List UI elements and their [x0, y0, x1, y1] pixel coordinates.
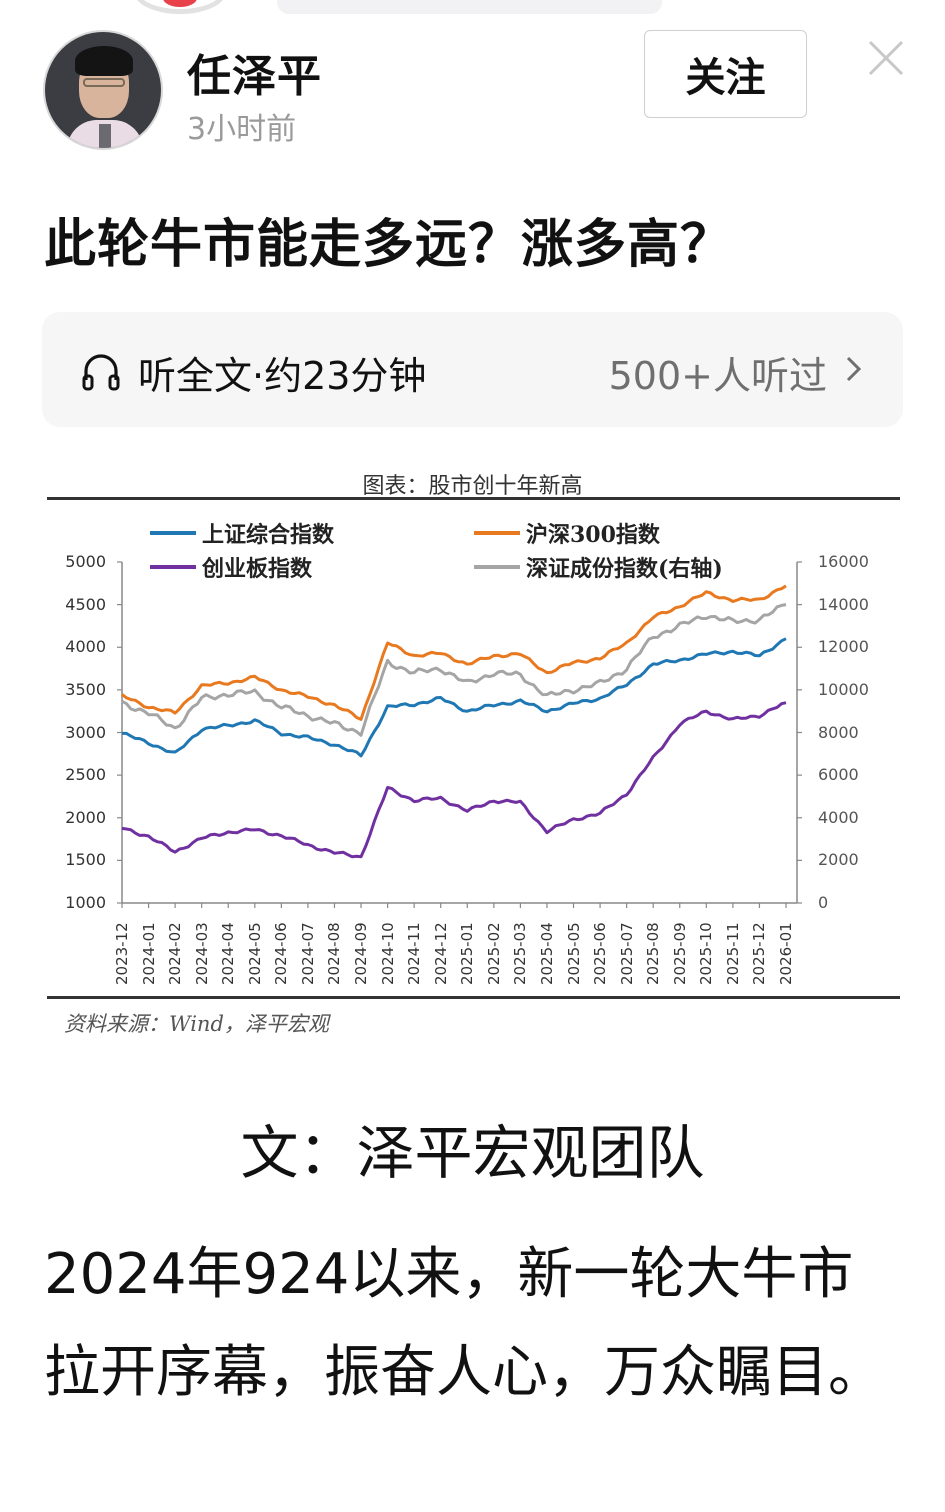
avatar-glasses: [83, 78, 125, 87]
article-byline: 文：泽平宏观团队: [240, 1119, 705, 1187]
listen-full-text-bar[interactable]: 听全文·约23分钟 500+人听过: [42, 312, 903, 427]
series-line: [122, 637, 787, 758]
y-right-tick-label: 16000: [818, 552, 869, 571]
chart-axes: [117, 561, 802, 908]
line-chart-plot: [117, 561, 802, 908]
chart-lines: [121, 584, 787, 859]
y-right-tick-label: 0: [818, 893, 829, 912]
legend-label: 沪深300指数: [526, 522, 660, 548]
y-right-tick-label: 8000: [818, 722, 859, 742]
article-paragraph: 2024年924以来，新一轮大牛市拉开序幕，振奋人心，万众瞩目。: [44, 1242, 884, 1405]
legend-sse: 上证综合指数: [150, 517, 334, 549]
legend-csi300: 沪深300指数: [474, 517, 660, 549]
series-line: [121, 603, 787, 737]
y-left-tick-label: 1000: [65, 893, 106, 912]
y-left-tick-label: 4000: [65, 637, 106, 657]
y-right-tick-label: 2000: [818, 850, 859, 870]
listen-count: 500+人听过: [608, 354, 827, 398]
follow-button[interactable]: 关注: [644, 30, 807, 118]
y-left-tick-label: 1500: [65, 850, 106, 870]
chart-source: 资料来源：Wind，泽平宏观: [64, 1012, 329, 1036]
legend-chinext: 创业板指数: [150, 551, 312, 583]
legend-szse: 深证成份指数(右轴): [474, 551, 723, 583]
y-right-tick-label: 4000: [818, 807, 859, 827]
legend-swatch: [474, 565, 520, 569]
legend-swatch: [474, 531, 520, 535]
avatar-tie: [99, 124, 111, 148]
author-name[interactable]: 任泽平: [187, 51, 322, 102]
legend-swatch: [150, 531, 196, 535]
series-line: [121, 584, 787, 721]
headphones-icon: [82, 354, 120, 391]
y-left-tick-label: 5000: [65, 552, 106, 571]
y-left-tick-label: 3500: [65, 679, 106, 699]
y-left-tick-label: 2000: [65, 807, 106, 827]
chart-title: 图表：股市创十年新高: [362, 474, 583, 499]
chart-bottom-rule: [47, 996, 900, 999]
chart-top-rule: [47, 497, 900, 500]
close-icon[interactable]: [866, 38, 906, 78]
series-line: [121, 701, 787, 859]
legend-label: 上证综合指数: [202, 522, 335, 548]
y-right-tick-label: 10000: [818, 679, 869, 699]
post-timestamp: 3小时前: [187, 112, 297, 147]
y-left-tick-label: 4500: [65, 594, 106, 614]
legend-label: 创业板指数: [202, 556, 313, 582]
legend-swatch: [150, 565, 196, 569]
author-avatar[interactable]: [43, 30, 163, 150]
article-title: 此轮牛市能走多远？涨多高？: [44, 215, 734, 275]
y-right-tick-label: 14000: [818, 594, 869, 614]
y-left-tick-label: 2500: [65, 765, 106, 785]
y-right-tick-label: 12000: [818, 637, 869, 657]
legend-label: 深证成份指数(右轴): [526, 556, 723, 582]
y-left-tick-label: 3000: [65, 722, 106, 742]
chevron-right-icon: [846, 356, 862, 382]
y-right-tick-label: 6000: [818, 765, 859, 785]
listen-label: 听全文·约23分钟: [138, 354, 427, 398]
previous-card-bar: [277, 0, 662, 14]
avatar-hair: [75, 46, 133, 76]
